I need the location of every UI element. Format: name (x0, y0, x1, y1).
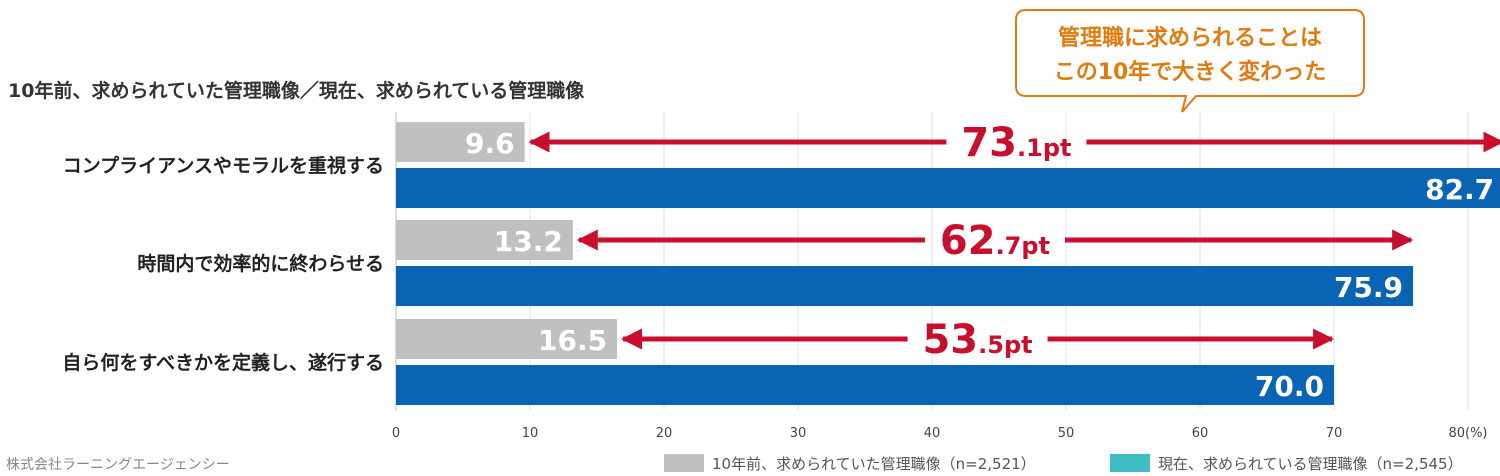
legend-swatch-before (664, 454, 704, 472)
category-label: 時間内で効率的に終わらせる (137, 252, 384, 275)
callout-bubble (1015, 9, 1365, 113)
bar-now-label: 75.9 (1334, 271, 1403, 304)
gridlines (395, 112, 1469, 410)
bar-now (396, 168, 1500, 208)
diff-label-integer: 73 (961, 120, 1017, 166)
bar-before-label: 9.6 (465, 127, 515, 160)
diff-label-decimal: .1pt (1017, 134, 1071, 162)
diff-label: 73.1pt (961, 120, 1071, 166)
legend-label-before: 10年前、求められていた管理職像（n=2,521） (712, 455, 1036, 473)
bar-before (396, 122, 525, 162)
x-axis-ticks: 0 10 20 30 40 50 60 70 80(%) (392, 426, 1488, 441)
callout-line-2: この10年で大きく変わった (1054, 59, 1327, 85)
category-labels: コンプライアンスやモラルを重視する時間内で効率的に終わらせる自ら何をすべきかを定… (62, 154, 384, 374)
bar-before-label: 16.5 (538, 324, 607, 357)
chart-subtitle: 10年前、求められていた管理職像／現在、求められている管理職像 (8, 79, 585, 102)
diff-label-integer: 53 (922, 317, 978, 363)
bar-before-label: 13.2 (494, 225, 563, 258)
bar-before (396, 220, 573, 260)
bar-now (396, 266, 1414, 306)
difference-arrows: 73.1pt 62.7pt 53.5pt (528, 120, 1500, 363)
bar-now-label: 82.7 (1425, 173, 1494, 206)
category-label: 自ら何をすべきかを定義し、遂行する (62, 351, 384, 374)
x-tick-label: 60 (1192, 426, 1209, 441)
bar-now-label: 70.0 (1255, 370, 1324, 403)
x-tick-label: 10 (522, 426, 539, 441)
x-tick-label: 70 (1326, 426, 1343, 441)
bars: 9.6 82.7 13.2 75.9 16.5 70.0 (396, 122, 1500, 405)
x-tick-label: 80(%) (1448, 426, 1487, 441)
callout: 管理職に求められることは この10年で大きく変わった (1015, 9, 1365, 113)
legend: 10年前、求められていた管理職像（n=2,521） 現在、求められている管理職像… (664, 454, 1463, 473)
diff-label-integer: 62 (940, 218, 996, 264)
x-tick-label: 20 (656, 426, 673, 441)
diff-label-decimal: .7pt (996, 232, 1050, 260)
bar-now (396, 365, 1334, 405)
diff-label-decimal: .5pt (978, 331, 1032, 359)
legend-swatch-now (1110, 454, 1150, 472)
bar-before (396, 319, 618, 359)
x-tick-label: 50 (1058, 426, 1075, 441)
diff-label: 62.7pt (940, 218, 1050, 264)
x-tick-label: 0 (392, 426, 400, 441)
x-tick-label: 40 (924, 426, 941, 441)
source-note: 株式会社ラーニングエージェンシー (6, 457, 230, 473)
x-tick-label: 30 (790, 426, 807, 441)
legend-label-now: 現在、求められている管理職像（n=2,545） (1158, 455, 1463, 473)
category-label: コンプライアンスやモラルを重視する (63, 154, 384, 177)
callout-line-1: 管理職に求められることは (1058, 25, 1322, 51)
diff-label: 53.5pt (922, 317, 1032, 363)
